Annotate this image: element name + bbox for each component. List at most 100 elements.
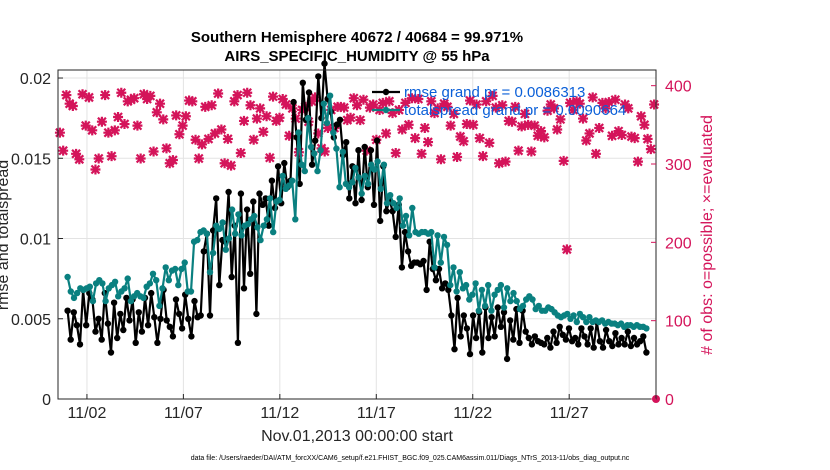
totalspread-point [402,212,410,220]
totalspread-point [428,228,435,236]
totalspread-point [304,114,312,122]
obs-count-point [548,103,559,114]
totalspread-point [488,307,495,314]
rmse-point [550,328,557,335]
rmse-point [528,341,536,348]
totalspread-point [462,281,470,289]
obs-count-point [322,122,333,133]
obs-count-point [235,148,246,159]
rmse-point [581,333,588,340]
totalspread-point [276,196,283,204]
totalspread-point [323,119,331,127]
rmse-point [516,339,523,346]
rmse-point [172,296,180,303]
rmse-point [510,336,517,343]
rmse-point [197,312,204,319]
rmse-legend-marker [382,88,390,96]
obs-count-point [358,94,369,105]
rmse-point [438,285,446,292]
rmse-point [70,309,78,316]
y-tick-label: 0.02 [20,71,51,88]
obs-count-point [345,112,356,123]
rmse-point [630,334,638,342]
totalspread-point [349,179,356,186]
obs-count-point [558,155,569,166]
totalspread-point [270,228,277,236]
obs-count-point [100,90,111,101]
totalspread-point [497,281,505,289]
rmse-point [206,312,214,319]
obs-count-point [468,119,479,130]
totalspread-point [570,312,577,319]
obs-count-point [581,135,592,146]
obs-count-point [268,91,279,102]
totalspread-point [216,225,223,233]
obs-count-point [539,132,550,143]
totalspread-point [209,249,217,257]
rmse-point [157,315,164,322]
obs-count-point [148,146,159,157]
obs-count-point [461,119,472,130]
obs-count-point [122,96,133,107]
rmse-point [469,312,477,319]
obs-count-point [132,120,143,131]
obs-count-point [636,111,647,122]
y-tick-label: 0 [42,392,51,409]
obs-count-point [242,87,253,98]
rmse-point [256,190,263,197]
obs-count-point [74,154,85,165]
y2-tick-label: 400 [665,79,692,96]
totalspread-point [219,219,226,226]
obs-count-point [600,103,611,114]
totalspread-point [406,232,413,239]
rmse-point [602,326,610,334]
obs-count-point [171,110,182,121]
obs-count-point [506,116,517,127]
rmse-point [621,341,628,348]
rmse-point [606,338,613,345]
obs-count-point [109,125,120,136]
obs-count-point [90,164,101,175]
obs-count-point [519,108,530,119]
rmse-point [466,350,474,358]
obs-count-point [500,156,511,167]
obs-count-point [96,116,107,127]
obs-count-point [174,129,185,140]
totalspread-point [228,206,236,213]
rmse-point [627,342,635,350]
totalspread-point [115,293,122,300]
rmse-point [479,349,486,356]
totalspread-point [314,167,321,175]
rmse-point [497,323,505,330]
totalspread-point [583,318,590,326]
rmse-point [596,338,604,345]
obs-count-point [313,128,324,139]
obs-count-point [639,119,650,130]
obs-count-point [245,100,256,111]
obs-count-point [145,90,156,101]
obs-count-point [193,153,204,164]
obs-count-point [597,97,608,108]
rmse-point [240,285,248,292]
obs-count-point [484,137,495,148]
totalspread-point [244,220,252,228]
totalspread-point [529,296,536,303]
totalspread-point [513,297,520,305]
rmse-point [559,331,566,338]
rmse-point [643,349,650,356]
rmse-point [299,79,306,87]
obs-count-point [645,144,656,155]
totalspread-point [500,304,508,311]
rmse-point [83,322,90,329]
obs-count-point [490,102,501,113]
totalspread-point [178,265,185,273]
totalspread-point [440,233,448,241]
x-tick-label: 11/07 [164,405,203,422]
rmse-point [442,280,449,287]
obs-count-point [403,119,414,130]
totalspread-point [124,275,131,282]
obs-count-point [452,151,463,162]
obs-count-point [348,93,359,104]
obs-count-point [471,99,482,110]
